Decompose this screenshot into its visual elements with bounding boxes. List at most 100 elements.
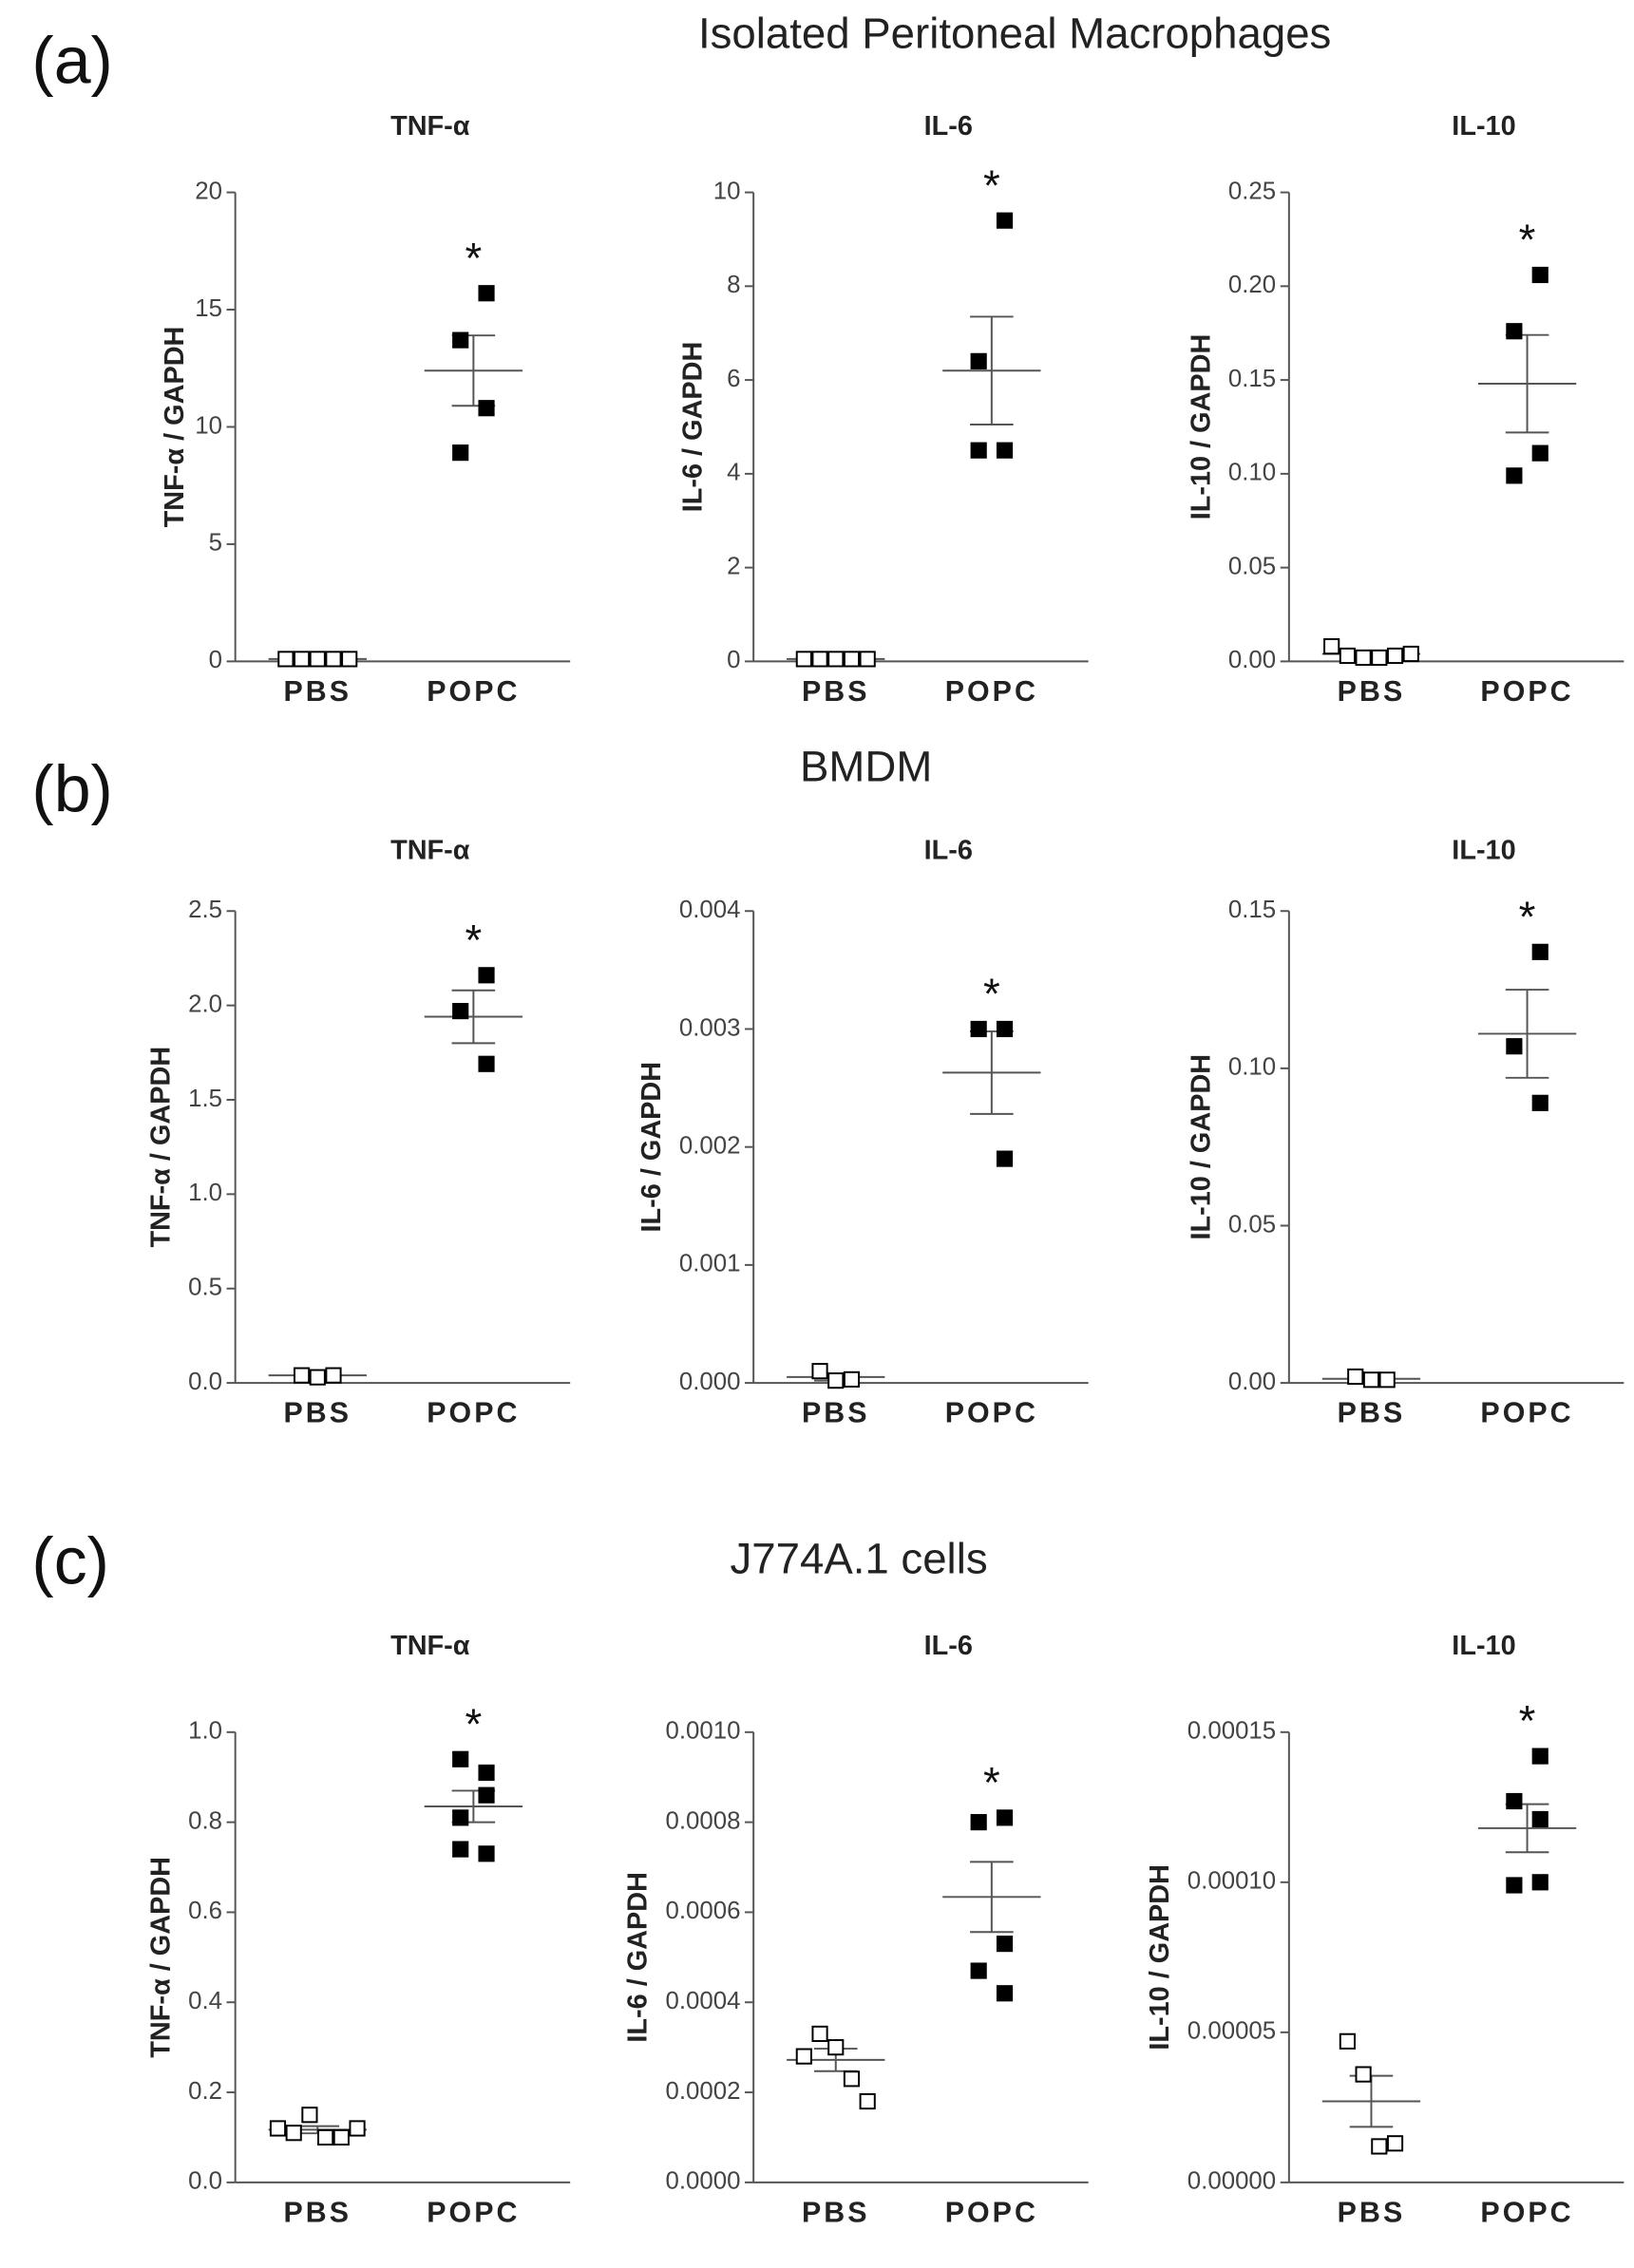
data-point [452, 1002, 469, 1020]
data-point [1378, 1371, 1396, 1389]
x-tick-label: POPC [1480, 2196, 1573, 2228]
y-tick-label: 0.0008 [665, 1807, 740, 1834]
data-point [277, 651, 294, 668]
x-tick-label: PBS [802, 2196, 870, 2228]
y-tick-label: 0.05 [1228, 1211, 1276, 1238]
data-point [996, 1809, 1014, 1826]
section-title: J774A.1 cells [731, 1535, 988, 1583]
data-point [452, 1750, 469, 1767]
data-point [452, 444, 469, 462]
panel-label: (b) [31, 752, 112, 826]
data-point [795, 651, 812, 668]
y-tick-label: 0.0004 [665, 1988, 740, 2014]
y-axis-label: IL-6 / GAPDH [623, 1872, 654, 2043]
data-point [843, 651, 861, 668]
y-axis-label: IL-10 / GAPDH [1145, 1864, 1175, 2051]
data-point [317, 2128, 334, 2146]
data-point [1531, 1810, 1548, 1828]
x-tick-label: PBS [283, 2196, 352, 2228]
significance-marker: * [1519, 216, 1536, 264]
data-point [478, 1845, 495, 1862]
y-tick-label: 0.00 [1228, 1369, 1276, 1395]
data-point [970, 1962, 987, 1979]
data-point [452, 1809, 469, 1826]
x-tick-label: PBS [283, 1397, 352, 1429]
data-point [996, 1020, 1014, 1038]
data-point [827, 2039, 845, 2056]
data-point [1506, 1877, 1523, 1894]
y-tick-label: 0.00000 [1188, 2168, 1276, 2195]
y-tick-label: 0.0010 [665, 1718, 740, 1745]
y-tick-label: 0.10 [1228, 460, 1276, 486]
significance-marker: * [983, 161, 1000, 210]
y-tick-label: 0.00 [1228, 647, 1276, 673]
y-tick-label: 1.0 [188, 1180, 222, 1206]
y-axis-label: IL-10 / GAPDH [1186, 334, 1216, 520]
y-tick-label: 0.0006 [665, 1898, 740, 1924]
chart-title: TNF-α [390, 836, 470, 866]
data-point [478, 285, 495, 302]
y-tick-label: 8 [727, 272, 740, 298]
data-point [269, 2120, 287, 2137]
data-point [301, 2107, 318, 2124]
y-tick-label: 2.5 [188, 897, 222, 923]
y-tick-label: 0.003 [679, 1014, 741, 1041]
y-axis-label: TNF-α / GAPDH [146, 1047, 177, 1248]
data-point [996, 442, 1014, 459]
data-point [341, 651, 358, 668]
data-point [478, 1764, 495, 1782]
data-point [811, 651, 828, 668]
y-tick-label: 0.000 [679, 1369, 741, 1395]
x-tick-label: POPC [945, 2196, 1038, 2228]
chart-title: IL-10 [1452, 836, 1515, 866]
data-point [1531, 1748, 1548, 1765]
data-point [325, 1367, 342, 1384]
data-point [478, 1786, 495, 1804]
y-tick-label: 0.00015 [1188, 1718, 1276, 1745]
data-point [970, 1020, 987, 1038]
x-tick-label: PBS [1338, 675, 1406, 708]
x-tick-label: POPC [945, 675, 1038, 708]
data-point [827, 651, 845, 668]
section-title: BMDM [800, 742, 932, 790]
y-tick-label: 0.0 [188, 2168, 222, 2195]
y-tick-label: 6 [727, 366, 740, 392]
data-point [1347, 1368, 1364, 1386]
data-point [843, 1370, 861, 1388]
y-tick-label: 0.0 [188, 1369, 222, 1395]
significance-marker: * [465, 234, 482, 282]
y-tick-label: 0.2 [188, 2078, 222, 2105]
data-point [325, 651, 342, 668]
data-point [1531, 444, 1548, 462]
y-tick-label: 0.8 [188, 1807, 222, 1834]
data-point [827, 1372, 845, 1389]
y-tick-label: 0.001 [679, 1251, 741, 1277]
x-tick-label: POPC [1480, 675, 1573, 708]
y-tick-label: 0.004 [679, 897, 741, 923]
y-tick-label: 0.25 [1228, 178, 1276, 204]
y-axis-label: TNF-α / GAPDH [160, 327, 190, 528]
data-point [996, 1936, 1014, 1953]
data-point [309, 651, 326, 668]
y-tick-label: 0.6 [188, 1898, 222, 1924]
y-axis-label: IL-10 / GAPDH [1186, 1054, 1216, 1240]
y-axis-label: TNF-α / GAPDH [146, 1857, 177, 2058]
y-tick-label: 10 [195, 412, 222, 439]
x-tick-label: POPC [427, 1397, 520, 1429]
significance-marker: * [983, 970, 1000, 1018]
data-point [452, 1841, 469, 1858]
y-tick-label: 4 [727, 460, 740, 486]
data-point [859, 2092, 876, 2110]
significance-marker: * [1519, 893, 1536, 941]
chart-title: IL-10 [1452, 111, 1515, 142]
data-point [996, 1985, 1014, 2002]
significance-marker: * [465, 1700, 482, 1748]
section-title: Isolated Peritoneal Macrophages [698, 9, 1331, 58]
significance-marker: * [983, 1758, 1000, 1806]
data-point [309, 1369, 326, 1386]
data-point [452, 331, 469, 349]
data-point [996, 1150, 1014, 1167]
data-point [478, 967, 495, 984]
x-tick-label: POPC [1480, 1397, 1573, 1429]
y-axis-label: IL-6 / GAPDH [636, 1062, 667, 1233]
